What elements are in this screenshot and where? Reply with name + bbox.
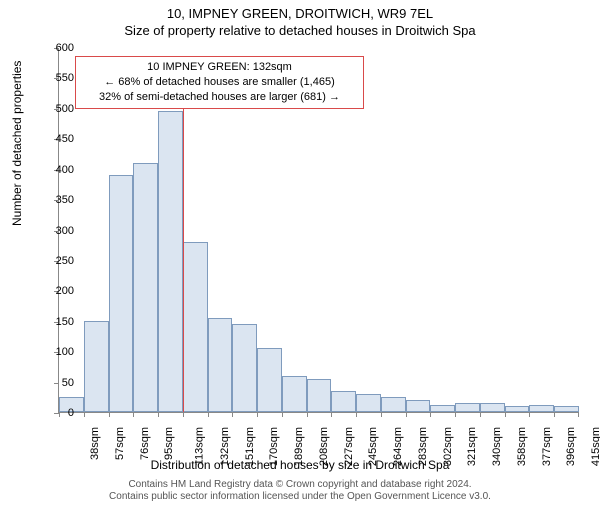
histogram-bar: [430, 405, 455, 412]
histogram-bar: [505, 406, 530, 412]
xtick-label: 377sqm: [541, 427, 553, 466]
xtick-line: [282, 412, 283, 417]
xtick-line: [455, 412, 456, 417]
xtick-label: 208sqm: [318, 427, 330, 466]
xtick-line: [307, 412, 308, 417]
xtick-label: 340sqm: [491, 427, 503, 466]
ytick-label: 0: [68, 407, 74, 419]
histogram-bar: [381, 397, 406, 412]
xtick-line: [158, 412, 159, 417]
xtick-label: 38sqm: [89, 427, 101, 460]
ytick-label: 400: [56, 164, 74, 176]
xtick-label: 76sqm: [139, 427, 151, 460]
xtick-line: [133, 412, 134, 417]
xtick-label: 95sqm: [163, 427, 175, 460]
xtick-line: [84, 412, 85, 417]
xtick-line: [257, 412, 258, 417]
histogram-bar: [554, 406, 579, 412]
ytick-label: 200: [56, 285, 74, 297]
xtick-label: 227sqm: [343, 427, 355, 466]
xtick-label: 113sqm: [193, 427, 205, 465]
chart-title-sub: Size of property relative to detached ho…: [0, 23, 600, 38]
footer-line-2: Contains public sector information licen…: [0, 491, 600, 503]
xtick-line: [208, 412, 209, 417]
histogram-bar: [183, 242, 208, 412]
ytick-label: 100: [56, 346, 74, 358]
ytick-label: 50: [62, 377, 74, 389]
xtick-line: [381, 412, 382, 417]
xtick-line: [356, 412, 357, 417]
xtick-line: [430, 412, 431, 417]
xtick-label: 57sqm: [114, 427, 126, 460]
histogram-bar: [307, 379, 332, 412]
annotation-box: 10 IMPNEY GREEN: 132sqm← 68% of detached…: [75, 56, 364, 109]
xtick-line: [505, 412, 506, 417]
ytick-label: 250: [56, 255, 74, 267]
histogram-bar: [232, 324, 257, 412]
ytick-label: 450: [56, 133, 74, 145]
xtick-label: 358sqm: [516, 427, 528, 466]
footer-attribution: Contains HM Land Registry data © Crown c…: [0, 479, 600, 503]
histogram-bar: [84, 321, 109, 412]
ytick-label: 300: [56, 225, 74, 237]
xtick-label: 132sqm: [219, 427, 231, 466]
xtick-line: [554, 412, 555, 417]
annotation-line: 32% of semi-detached houses are larger (…: [82, 90, 357, 105]
histogram-bar: [331, 391, 356, 412]
xtick-label: 189sqm: [293, 427, 305, 466]
histogram-bar: [356, 394, 381, 412]
ytick-label: 550: [56, 72, 74, 84]
footer-line-1: Contains HM Land Registry data © Crown c…: [0, 479, 600, 491]
xtick-label: 396sqm: [566, 427, 578, 466]
xtick-line: [578, 412, 579, 417]
xtick-label: 151sqm: [244, 427, 256, 466]
xtick-label: 302sqm: [442, 427, 454, 466]
xtick-line: [529, 412, 530, 417]
xtick-line: [109, 412, 110, 417]
histogram-bar: [455, 403, 480, 412]
ytick-label: 500: [56, 103, 74, 115]
y-axis-label: Number of detached properties: [10, 61, 24, 226]
xtick-line: [406, 412, 407, 417]
xtick-label: 264sqm: [392, 427, 404, 466]
xtick-label: 170sqm: [268, 427, 280, 466]
xtick-line: [232, 412, 233, 417]
ytick-label: 600: [56, 42, 74, 54]
xtick-line: [59, 412, 60, 417]
histogram-bar: [480, 403, 505, 412]
ytick-label: 350: [56, 194, 74, 206]
histogram-bar: [406, 400, 431, 412]
marker-line: [183, 108, 184, 412]
histogram-bar: [208, 318, 233, 412]
histogram-bar: [529, 405, 554, 412]
histogram-bar: [257, 348, 282, 412]
chart-title-main: 10, IMPNEY GREEN, DROITWICH, WR9 7EL: [0, 6, 600, 21]
xtick-label: 415sqm: [590, 427, 600, 466]
histogram-bar: [158, 111, 183, 412]
ytick-line: [54, 383, 59, 384]
ytick-label: 150: [56, 316, 74, 328]
xtick-line: [331, 412, 332, 417]
histogram-bar: [109, 175, 134, 412]
xtick-line: [183, 412, 184, 417]
annotation-line: ← 68% of detached houses are smaller (1,…: [82, 75, 357, 90]
xtick-label: 283sqm: [417, 427, 429, 466]
xtick-line: [480, 412, 481, 417]
xtick-label: 321sqm: [467, 427, 479, 466]
histogram-bar: [133, 163, 158, 412]
histogram-bar: [282, 376, 307, 413]
xtick-label: 245sqm: [368, 427, 380, 466]
annotation-line: 10 IMPNEY GREEN: 132sqm: [82, 60, 357, 75]
